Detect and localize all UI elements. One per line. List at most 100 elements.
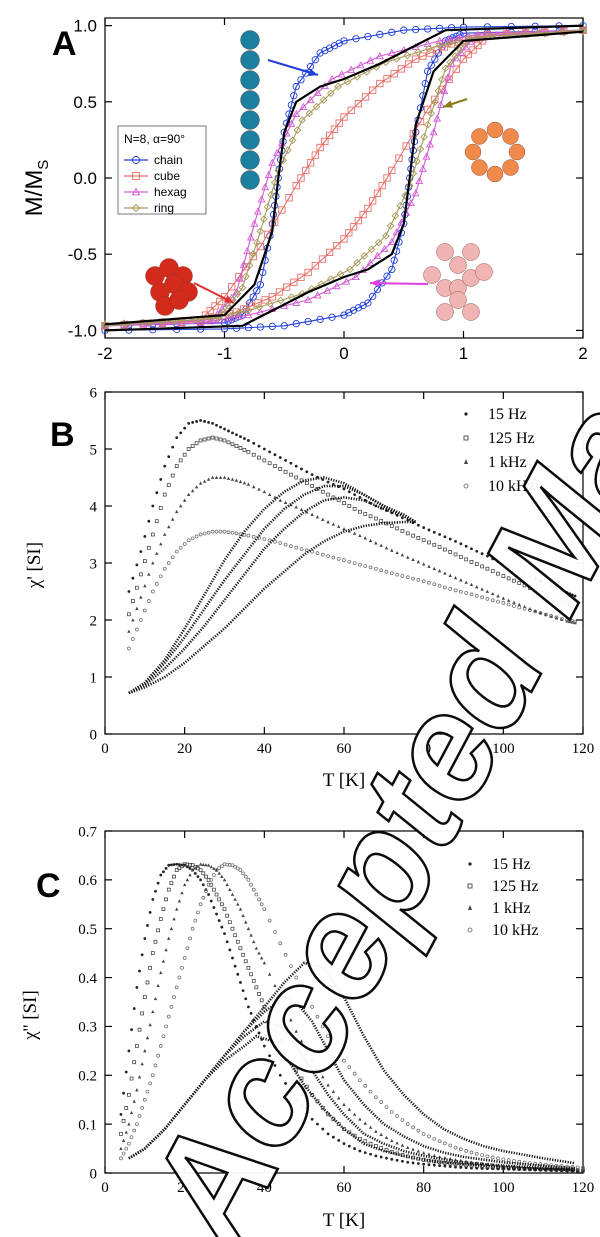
data-point xyxy=(368,1089,373,1094)
hexag-point xyxy=(304,295,313,303)
data-point xyxy=(416,578,421,582)
data-point xyxy=(544,582,548,585)
hexag-point xyxy=(373,251,382,260)
data-point xyxy=(369,1152,372,1156)
data-point xyxy=(326,1112,330,1117)
y-tick-label: 0.5 xyxy=(78,922,97,938)
data-point xyxy=(225,882,229,887)
data-point xyxy=(575,1165,580,1170)
data-point xyxy=(517,570,521,573)
data-point xyxy=(294,505,298,509)
chain-point xyxy=(244,323,253,332)
chain-point xyxy=(388,265,396,274)
data-point xyxy=(127,1141,131,1146)
data-point xyxy=(432,542,437,547)
data-point xyxy=(180,864,184,869)
data-point xyxy=(187,421,191,425)
data-point xyxy=(135,1122,139,1126)
data-point xyxy=(374,1095,378,1100)
data-point xyxy=(363,564,368,568)
ring-point xyxy=(413,157,421,166)
data-point xyxy=(218,475,223,479)
y-tick-label: 2 xyxy=(90,613,98,629)
ring-point xyxy=(319,96,328,104)
cube-point xyxy=(211,302,219,310)
hexag-point xyxy=(236,274,244,282)
fit-curve xyxy=(128,520,416,695)
data-point xyxy=(143,535,147,538)
y-tick-label: 0.4 xyxy=(78,971,97,987)
data-point xyxy=(124,1146,129,1151)
data-point xyxy=(352,531,357,535)
data-point xyxy=(167,936,171,940)
chain-point xyxy=(364,32,372,41)
y-tick-label: 1.0 xyxy=(73,17,97,36)
data-point xyxy=(146,545,151,550)
data-point xyxy=(159,542,163,546)
data-point xyxy=(475,1166,479,1170)
data-point xyxy=(150,951,155,955)
data-point xyxy=(443,547,447,552)
panel-a-insets xyxy=(145,30,526,321)
fit-curve xyxy=(128,484,417,695)
particle-icon xyxy=(464,143,482,161)
chain-point xyxy=(256,281,264,289)
cube-point xyxy=(261,296,269,304)
cube-point xyxy=(383,74,391,83)
chain-point xyxy=(253,287,261,295)
data-point xyxy=(119,1146,123,1150)
data-point xyxy=(464,1149,469,1153)
data-point xyxy=(164,948,168,952)
data-point xyxy=(421,1132,426,1136)
data-point xyxy=(310,1117,314,1121)
hexag-point xyxy=(435,36,444,44)
ring-point xyxy=(256,227,265,236)
data-point xyxy=(166,483,171,487)
ring-point xyxy=(396,201,405,210)
cube-point xyxy=(297,273,305,282)
data-point xyxy=(222,907,227,912)
data-point xyxy=(283,952,288,957)
cube-point xyxy=(330,125,339,133)
data-point xyxy=(163,532,167,536)
fit-curve xyxy=(128,476,417,695)
data-point xyxy=(249,882,253,887)
data-point xyxy=(326,520,330,524)
data-point xyxy=(188,867,192,870)
data-point xyxy=(217,897,222,902)
data-point xyxy=(154,889,157,893)
particle-icon xyxy=(240,50,260,70)
hexag-ascending-curve xyxy=(104,29,584,327)
data-point xyxy=(416,523,420,527)
data-point xyxy=(203,420,206,423)
data-point xyxy=(278,1073,282,1077)
particle-icon xyxy=(471,128,488,145)
hexag-point xyxy=(246,233,255,241)
ring-point xyxy=(327,89,335,98)
data-point xyxy=(143,584,147,588)
data-point xyxy=(427,1163,431,1167)
hexag-point xyxy=(273,148,282,157)
data-point xyxy=(416,536,421,540)
y-tick-label: 0.7 xyxy=(78,824,97,840)
legend-marker xyxy=(463,435,469,441)
particle-icon xyxy=(486,165,504,183)
data-point xyxy=(206,882,211,887)
data-point xyxy=(238,479,243,484)
legend-label: 15 Hz xyxy=(492,856,531,873)
ring-point xyxy=(343,77,352,86)
particle-icon xyxy=(502,159,519,176)
data-point xyxy=(273,539,277,544)
data-point xyxy=(257,455,261,460)
data-point xyxy=(194,485,199,489)
data-point xyxy=(196,875,200,878)
hexag-point xyxy=(299,102,308,111)
data-point xyxy=(464,1166,468,1170)
x-tick-label: 0 xyxy=(101,741,109,757)
data-point xyxy=(363,512,368,516)
data-point xyxy=(207,421,210,424)
cube-point xyxy=(373,189,382,197)
data-point xyxy=(432,582,437,587)
model-ascending-curve xyxy=(104,30,584,332)
particle-icon xyxy=(240,70,260,90)
